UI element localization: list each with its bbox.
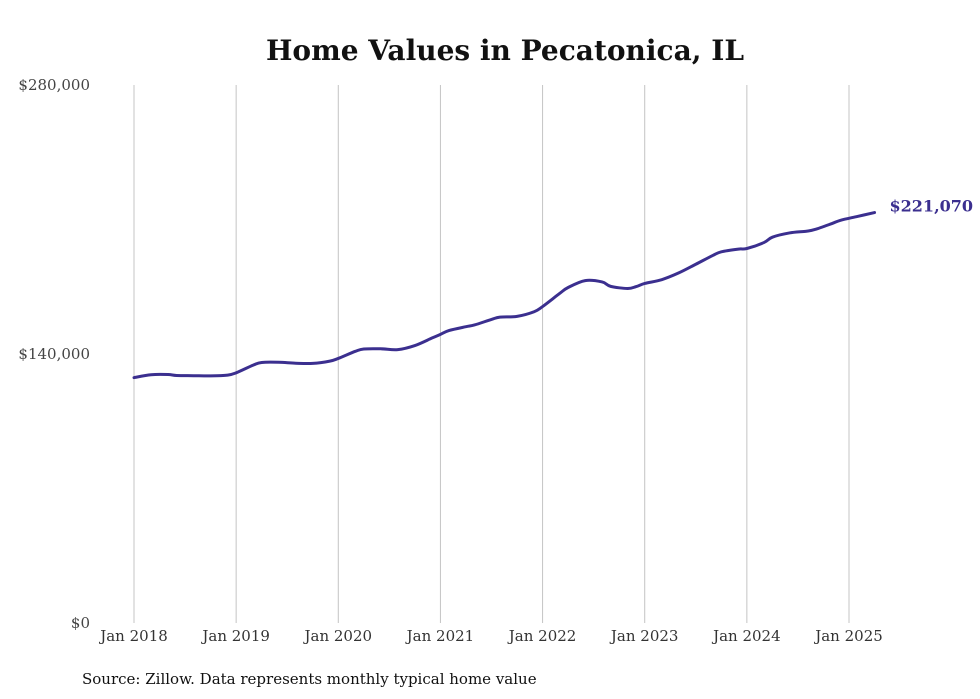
series-layer: $221,070 — [132, 197, 974, 380]
series-line — [132, 211, 877, 380]
y-axis-ticks: $0 $140,000 $280,000 — [18, 76, 90, 632]
y-tick-label: $280,000 — [18, 76, 90, 94]
x-tick-label: Jan 2019 — [200, 627, 270, 645]
x-tick-label: Jan 2025 — [813, 627, 883, 645]
source-note: Source: Zillow. Data represents monthly … — [82, 670, 537, 688]
gridlines — [133, 85, 850, 623]
x-tick-label: Jan 2018 — [98, 627, 168, 645]
y-tick-label: $0 — [71, 614, 90, 632]
end-value-label: $221,070 — [890, 197, 974, 216]
x-tick-label: Jan 2022 — [507, 627, 577, 645]
chart-title: Home Values in Pecatonica, IL — [266, 34, 744, 67]
x-tick-label: Jan 2024 — [711, 627, 781, 645]
x-tick-label: Jan 2021 — [405, 627, 475, 645]
x-tick-label: Jan 2020 — [303, 627, 373, 645]
x-axis-ticks: Jan 2018 Jan 2019 Jan 2020 Jan 2021 Jan 2022… — [98, 627, 883, 645]
x-tick-label: Jan 2023 — [609, 627, 679, 645]
y-tick-label: $140,000 — [18, 345, 90, 363]
